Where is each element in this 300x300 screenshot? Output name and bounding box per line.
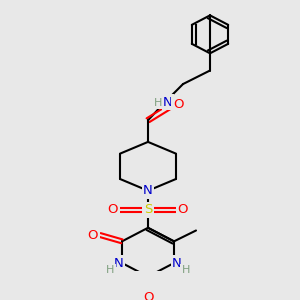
Text: O: O bbox=[108, 203, 118, 216]
Text: O: O bbox=[173, 98, 183, 111]
Text: H: H bbox=[106, 265, 114, 275]
Text: H: H bbox=[154, 98, 162, 108]
Text: O: O bbox=[178, 203, 188, 216]
Text: O: O bbox=[88, 229, 98, 242]
Text: N: N bbox=[143, 184, 153, 197]
Text: N: N bbox=[172, 256, 182, 269]
Text: S: S bbox=[144, 203, 152, 216]
Text: N: N bbox=[114, 256, 124, 269]
Text: N: N bbox=[163, 96, 173, 109]
Text: O: O bbox=[143, 291, 153, 300]
Text: H: H bbox=[182, 265, 190, 275]
